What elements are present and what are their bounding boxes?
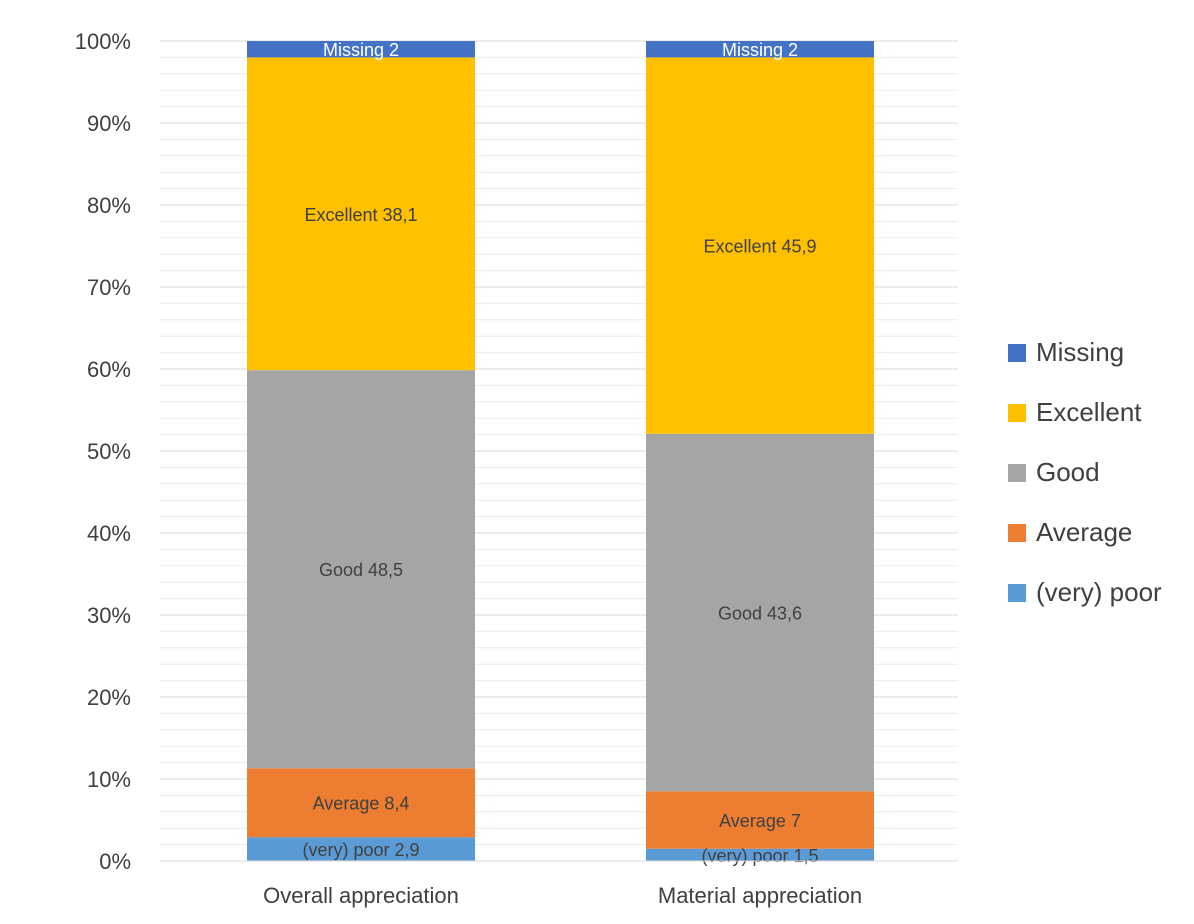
legend-swatch: [1008, 524, 1026, 542]
legend-label: Excellent: [1036, 397, 1142, 427]
y-tick-label: 10%: [87, 767, 131, 792]
y-tick-label: 40%: [87, 521, 131, 546]
y-tick-label: 80%: [87, 193, 131, 218]
bar-segment: [646, 41, 874, 58]
y-tick-label: 0%: [99, 849, 131, 874]
legend-swatch: [1008, 464, 1026, 482]
legend-item: Excellent: [1008, 397, 1142, 427]
legend-label: Good: [1036, 457, 1100, 487]
y-axis-tick-labels: 0% 10% 20% 30% 40% 50% 60% 70% 80% 90% 100%: [75, 29, 131, 874]
data-label: Excellent 45,9: [703, 237, 816, 257]
y-tick-label: 30%: [87, 603, 131, 628]
data-label: (very) poor 1,5: [701, 846, 818, 866]
bar-segment: [646, 791, 874, 849]
bar-segment: [247, 837, 475, 861]
data-label: Good 43,6: [718, 604, 802, 624]
legend-item: Average: [1008, 517, 1132, 547]
bar-segment: [646, 848, 874, 861]
legend-label: (very) poor: [1036, 577, 1162, 607]
data-labels: (very) poor 2,9 Average 8,4 Good 48,5 Excel…: [302, 40, 818, 866]
x-category-label: Material appreciation: [658, 883, 862, 908]
bar-segment: [646, 57, 874, 434]
y-tick-label: 60%: [87, 357, 131, 382]
legend-item: Good: [1008, 457, 1100, 487]
data-label: Average 7: [719, 811, 801, 831]
data-label: (very) poor 2,9: [302, 840, 419, 860]
bar-stack: [247, 41, 475, 861]
legend-label: Missing: [1036, 337, 1124, 367]
legend-item: Missing: [1008, 337, 1124, 367]
data-label: Average 8,4: [313, 794, 410, 814]
legend-item: (very) poor: [1008, 577, 1162, 607]
y-tick-label: 70%: [87, 275, 131, 300]
bar-segment: [646, 433, 874, 792]
data-label: Missing 2: [722, 40, 798, 60]
bars: [247, 41, 874, 861]
bar-segment: [247, 768, 475, 838]
data-label: Missing 2: [323, 40, 399, 60]
bar-segment: [247, 57, 475, 371]
y-tick-label: 100%: [75, 29, 131, 54]
legend-swatch: [1008, 344, 1026, 362]
legend-label: Average: [1036, 517, 1132, 547]
bar-stack: [646, 41, 874, 861]
y-tick-label: 20%: [87, 685, 131, 710]
y-tick-label: 50%: [87, 439, 131, 464]
bar-segment: [247, 370, 475, 769]
legend: Missing Excellent Good Average (very) poor: [1008, 337, 1162, 607]
y-tick-label: 90%: [87, 111, 131, 136]
legend-swatch: [1008, 584, 1026, 602]
legend-swatch: [1008, 404, 1026, 422]
x-category-label: Overall appreciation: [263, 883, 459, 908]
bar-segment: [247, 41, 475, 58]
data-label: Excellent 38,1: [304, 205, 417, 225]
data-label: Good 48,5: [319, 560, 403, 580]
